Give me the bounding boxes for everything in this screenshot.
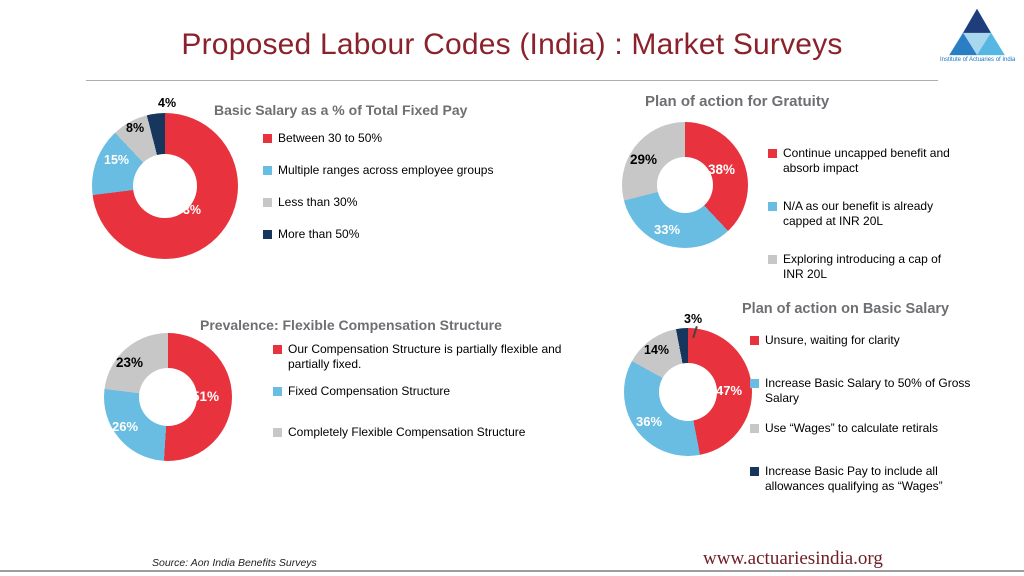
- institute-logo: Institute of Actuaries of India: [940, 6, 1016, 63]
- legend-swatch: [263, 134, 272, 143]
- legend-swatch: [273, 345, 282, 354]
- pct-label: 8%: [126, 121, 145, 135]
- source-note: Source: Aon India Benefits Surveys: [152, 557, 317, 569]
- chart2-donut: 38% 33% 29%: [622, 122, 748, 248]
- legend-label: Between 30 to 50%: [278, 131, 383, 145]
- legend-label: Our Compensation Structure is partially …: [288, 342, 562, 371]
- legend-swatch: [750, 424, 759, 433]
- legend-swatch: [263, 198, 272, 207]
- legend-label: Fixed Compensation Structure: [288, 384, 451, 398]
- legend-swatch: [750, 379, 759, 388]
- chart2-title: Plan of action for Gratuity: [645, 93, 830, 110]
- pct-label: 36%: [636, 414, 663, 429]
- legend-swatch: [263, 166, 272, 175]
- legend-label: Exploring introducing a cap of INR 20L: [783, 252, 942, 281]
- legend-label: Increase Basic Pay to include all allowa…: [765, 464, 943, 493]
- legend-label: Continue uncapped benefit and absorb imp…: [783, 146, 950, 175]
- legend-item: Use “Wages” to calculate retirals: [750, 421, 998, 436]
- legend-label: Unsure, waiting for clarity: [765, 333, 900, 347]
- legend-item: Multiple ranges across employee groups: [263, 163, 528, 178]
- legend-swatch: [750, 336, 759, 345]
- logo-caption: Institute of Actuaries of India: [940, 57, 1016, 63]
- legend-swatch: [768, 255, 777, 264]
- chart4-title: Plan of action on Basic Salary: [742, 301, 950, 317]
- pct-label: 15%: [104, 153, 130, 167]
- pct-label: 4%: [158, 96, 177, 110]
- legend-item: Increase Basic Pay to include all allowa…: [750, 464, 998, 494]
- chart4-legend: Unsure, waiting for clarity Increase Bas…: [750, 333, 998, 494]
- chart3-donut: 51% 26% 23%: [104, 333, 232, 461]
- chart3-legend: Our Compensation Structure is partially …: [273, 342, 585, 440]
- donut-hole: [139, 368, 197, 426]
- legend-item: Completely Flexible Compensation Structu…: [273, 425, 585, 440]
- donut-hole: [133, 154, 197, 218]
- legend-label: Completely Flexible Compensation Structu…: [288, 425, 526, 439]
- legend-swatch: [750, 467, 759, 476]
- legend-label: Less than 30%: [278, 195, 358, 209]
- pct-label: 38%: [708, 162, 736, 177]
- chart1-title: Basic Salary as a % of Total Fixed Pay: [214, 102, 468, 118]
- pct-label: 33%: [654, 222, 681, 237]
- legend-item: N/A as our benefit is already capped at …: [768, 199, 953, 229]
- pct-label: 51%: [192, 389, 220, 404]
- legend-item: Increase Basic Salary to 50% of Gross Sa…: [750, 376, 998, 406]
- legend-item: Exploring introducing a cap of INR 20L: [768, 252, 953, 282]
- chart2-legend: Continue uncapped benefit and absorb imp…: [768, 146, 953, 282]
- pct-label: 73%: [176, 203, 202, 217]
- legend-item: More than 50%: [263, 227, 528, 242]
- legend-item: Less than 30%: [263, 195, 528, 210]
- triangle-logo-icon: [949, 8, 1005, 56]
- legend-label: N/A as our benefit is already capped at …: [783, 199, 934, 228]
- pct-label: 14%: [644, 343, 670, 357]
- legend-item: Fixed Compensation Structure: [273, 384, 585, 399]
- legend-label: Increase Basic Salary to 50% of Gross Sa…: [765, 376, 971, 405]
- pct-label: 23%: [116, 355, 144, 370]
- pct-label: 47%: [716, 383, 743, 398]
- legend-label: More than 50%: [278, 227, 360, 241]
- pct-label: 26%: [112, 419, 139, 434]
- title-divider: [86, 80, 938, 81]
- legend-swatch: [768, 149, 777, 158]
- legend-item: Between 30 to 50%: [263, 131, 528, 146]
- legend-item: Unsure, waiting for clarity: [750, 333, 998, 348]
- legend-swatch: [273, 428, 282, 437]
- legend-label: Multiple ranges across employee groups: [278, 163, 494, 177]
- legend-item: Our Compensation Structure is partially …: [273, 342, 585, 372]
- chart4-donut: 47% 36% 14% 3%: [624, 312, 752, 456]
- page-title: Proposed Labour Codes (India) : Market S…: [181, 28, 843, 61]
- legend-label: Use “Wages” to calculate retirals: [765, 421, 938, 435]
- chart1-donut: 73% 15% 8% 4%: [92, 96, 238, 259]
- legend-swatch: [273, 387, 282, 396]
- pct-label: 29%: [630, 152, 658, 167]
- chart1-legend: Between 30 to 50% Multiple ranges across…: [263, 131, 528, 242]
- legend-swatch: [263, 230, 272, 239]
- website-text: www.actuariesindia.org: [703, 548, 883, 569]
- bottom-divider: [0, 570, 1024, 572]
- legend-swatch: [768, 202, 777, 211]
- legend-item: Continue uncapped benefit and absorb imp…: [768, 146, 953, 176]
- pct-label: 3%: [684, 312, 703, 326]
- donut-hole: [657, 157, 713, 213]
- chart3-title: Prevalence: Flexible Compensation Struct…: [200, 317, 502, 333]
- donut-hole: [659, 363, 717, 421]
